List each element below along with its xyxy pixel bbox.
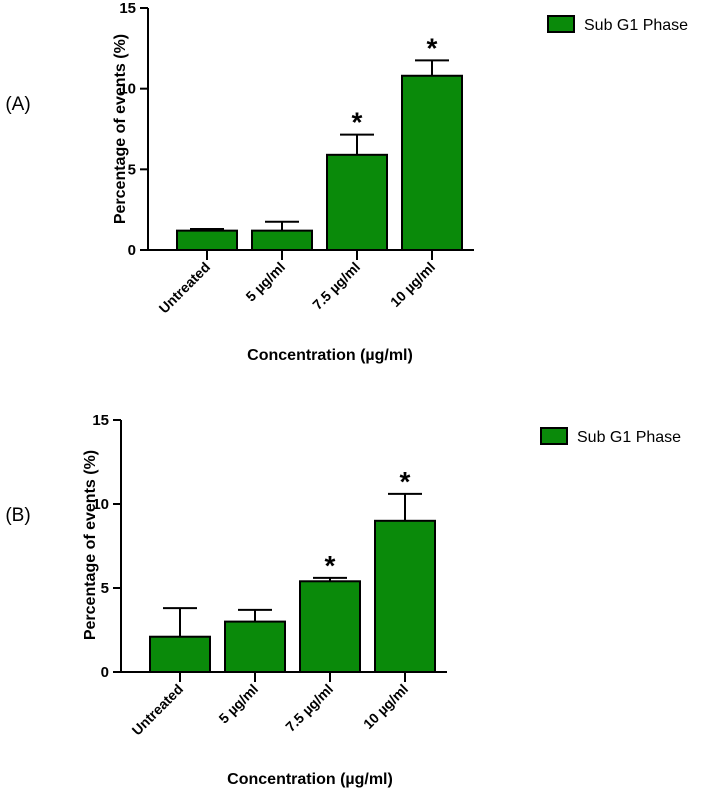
bar-0 [176, 229, 238, 251]
panel-label: (A) [5, 94, 30, 115]
legend-swatch [547, 15, 575, 33]
y-tick-label: 15 [119, 0, 136, 17]
chart-panel-b: (B) 0 5 10 15 Percentage of events (%) Concent… [5, 412, 681, 788]
y-tick-label: 15 [92, 412, 109, 429]
x-tick-label: 10 µg/ml [387, 259, 438, 310]
bar-1 [224, 620, 286, 673]
significance-marker: * [325, 550, 336, 581]
x-tick-label: Untreated [156, 259, 214, 317]
bar-0 [149, 635, 211, 673]
y-axis-title: Percentage of events (%) [82, 450, 99, 640]
x-axis-title: Concentration (µg/ml) [227, 771, 393, 788]
legend-swatch [540, 427, 568, 445]
y-tick-label: 0 [128, 242, 136, 259]
y-tick-label: 5 [101, 580, 109, 597]
x-tick-label: 5 µg/ml [215, 681, 261, 727]
y-tick-label: 10 [119, 81, 136, 98]
significance-marker: * [352, 107, 363, 138]
y-tick-label: 0 [101, 664, 109, 681]
legend-label: Sub G1 Phase [577, 429, 681, 446]
bar-2 [299, 580, 361, 674]
y-axis-title: Percentage of events (%) [112, 34, 129, 224]
x-tick-label: 7.5 µg/ml [309, 259, 363, 313]
x-tick-label: 7.5 µg/ml [282, 681, 336, 735]
legend-label: Sub G1 Phase [584, 17, 688, 34]
significance-marker: * [427, 32, 438, 63]
x-tick-label: 5 µg/ml [242, 259, 288, 305]
y-tick-label: 5 [128, 161, 136, 178]
x-axis-title: Concentration (µg/ml) [247, 347, 413, 364]
x-tick-label: 10 µg/ml [360, 681, 411, 732]
significance-marker: * [400, 466, 411, 497]
chart-panel-a: (A) 0 5 10 15 Percentage of events (%) Concent… [5, 0, 688, 364]
panel-label: (B) [5, 505, 30, 526]
bar-2 [326, 153, 388, 252]
legend: Sub G1 Phase [540, 427, 681, 446]
bar-3 [401, 74, 463, 252]
y-tick-label: 10 [92, 496, 109, 513]
bar-1 [251, 229, 313, 251]
bar-3 [374, 519, 436, 673]
legend: Sub G1 Phase [547, 15, 688, 34]
x-tick-label: Untreated [129, 681, 187, 739]
